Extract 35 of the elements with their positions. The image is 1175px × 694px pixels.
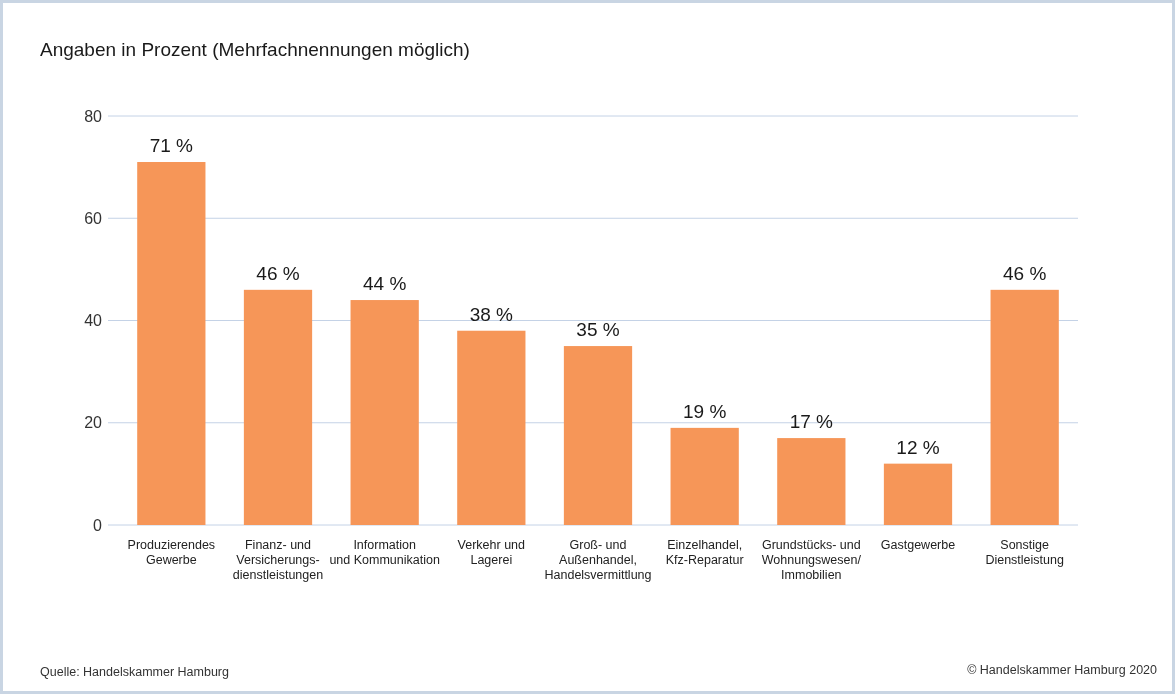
y-tick-label: 0 bbox=[93, 516, 103, 534]
x-tick-label: Verkehr und Lagerei bbox=[457, 538, 526, 567]
y-tick-label: 40 bbox=[84, 312, 103, 330]
y-tick-label: 60 bbox=[84, 209, 103, 227]
data-label: 38 % bbox=[469, 303, 514, 325]
x-tick-label: Einzelhandel, Kfz-Reparatur bbox=[665, 538, 744, 567]
source-note: Quelle: Handelskammer Hamburg bbox=[40, 665, 230, 679]
data-label: 46 % bbox=[1003, 262, 1047, 284]
data-label: 44 % bbox=[363, 273, 407, 295]
bar bbox=[883, 463, 953, 525]
bar bbox=[670, 427, 739, 525]
bar bbox=[137, 162, 206, 525]
bar bbox=[243, 289, 313, 525]
data-label: 46 % bbox=[256, 262, 300, 284]
x-tick-label: Information und Kommunikation bbox=[329, 538, 440, 567]
chart-title: Angaben in Prozent (Mehrfachnennungen möglich) bbox=[40, 39, 470, 60]
data-label: 17 % bbox=[789, 411, 834, 433]
data-label: 19 % bbox=[683, 400, 727, 422]
bar bbox=[777, 438, 846, 525]
data-label: 12 % bbox=[896, 436, 940, 458]
x-tick-label: Gastgewerbe bbox=[880, 538, 956, 552]
bar bbox=[350, 300, 419, 525]
x-tick-label: Finanz- und Versicherungs- dienstleistungen bbox=[232, 538, 324, 582]
x-tick-label: Grundstücks- und Wohnungswesen/ Immobilien bbox=[761, 538, 862, 582]
bar bbox=[563, 346, 633, 525]
data-label: 35 % bbox=[576, 319, 620, 341]
y-tick-label: 80 bbox=[84, 107, 103, 125]
y-tick-label: 20 bbox=[84, 414, 103, 432]
x-tick-label: Groß- und Außenhandel, Handelsvermittlung bbox=[544, 538, 652, 582]
bar bbox=[457, 330, 526, 525]
bar bbox=[990, 289, 1059, 525]
data-label: 71 % bbox=[149, 135, 194, 157]
x-tick-label: Sonstige Dienstleistung bbox=[985, 538, 1064, 567]
text: © Handelskammer Hamburg 2020 bbox=[967, 663, 1158, 677]
x-tick-label: Produzierendes Gewerbe bbox=[127, 538, 216, 567]
